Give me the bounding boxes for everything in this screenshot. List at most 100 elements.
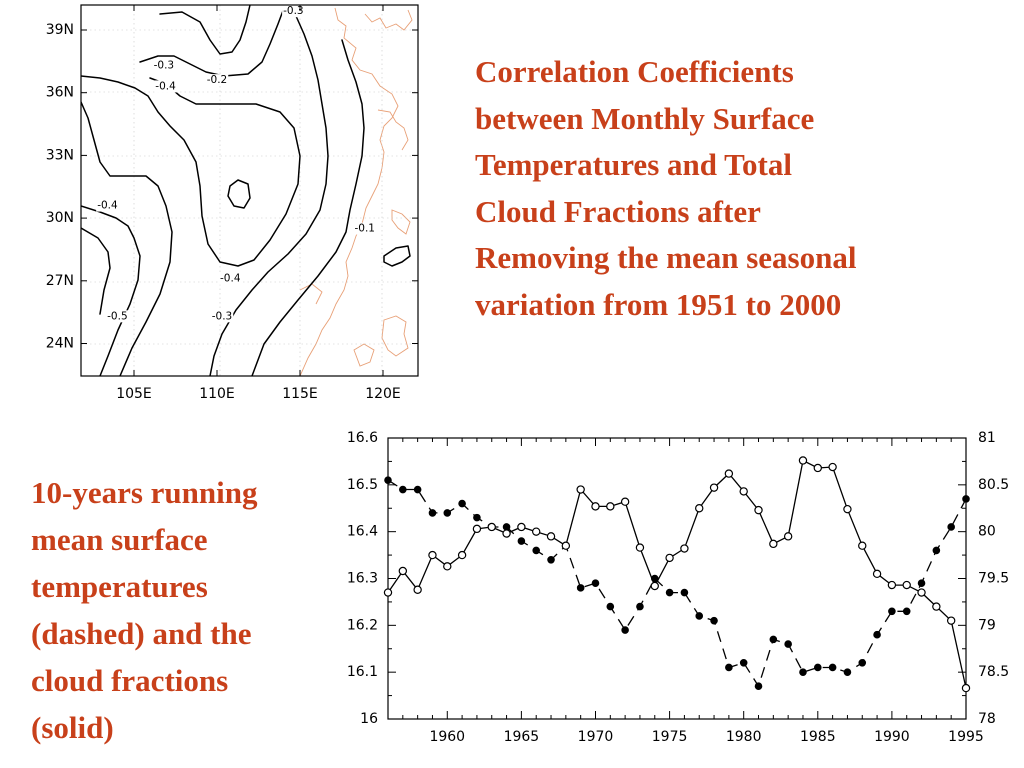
caption-line: Temperatures and Total: [475, 147, 792, 182]
cloud-fraction-point: [546, 532, 556, 541]
cloud-fraction-point: [843, 504, 852, 514]
lat-tick-label: 30N: [46, 210, 74, 226]
contour-label-bg: [210, 310, 234, 323]
cloud-fraction-point: [665, 553, 674, 563]
caption-line: (dashed) and the: [31, 616, 252, 651]
temperature-point: [576, 584, 585, 592]
coastline-outline: [299, 7, 413, 376]
temperature-point: [443, 509, 452, 517]
contour-line: [81, 227, 111, 315]
x-tick-label: 1990: [874, 729, 910, 745]
contour-label-bg: [154, 80, 178, 93]
temperature-point: [428, 509, 437, 517]
contour-lines: [81, 5, 411, 376]
lat-tick-label: 36N: [46, 85, 74, 101]
contour-label-bg: [152, 59, 176, 72]
contour-line: [81, 101, 173, 376]
cloud-fraction-point: [532, 527, 541, 536]
contour-label: -0.5: [107, 310, 128, 322]
temperature-point: [932, 546, 941, 555]
lat-tick-label: 33N: [46, 147, 74, 163]
right-tick-label: 80: [978, 524, 996, 540]
temperature-point: [473, 513, 481, 522]
temperature-point: [384, 476, 392, 484]
cloud-fraction-point: [946, 616, 956, 625]
temperature-point: [947, 523, 955, 531]
temperature-point: [754, 682, 763, 691]
temperature-point: [680, 588, 689, 597]
lat-tick-label: 24N: [46, 336, 74, 352]
contour-labels: -0.3 -0.3 -0.2 -0.4 -0.4 -0.1 -0.4 -0.5 -0.3: [96, 5, 376, 323]
cloud-fraction-point: [561, 541, 571, 550]
cloud-fraction-point: [961, 683, 971, 693]
cloud-fraction-point: [383, 588, 393, 597]
cloud-fraction-point: [695, 504, 704, 513]
contour-label: -0.1: [354, 223, 375, 235]
temperature-point: [769, 635, 778, 644]
temperature-point: [813, 663, 822, 672]
cloud-fraction-point: [798, 456, 808, 465]
temperature-point: [888, 607, 896, 616]
cloud-fraction-point: [428, 550, 437, 560]
cloud-fraction-point: [398, 566, 408, 576]
temperature-point: [532, 546, 541, 555]
cloud-fraction-point: [502, 529, 511, 538]
caption-line: Correlation Coefficients: [475, 54, 794, 89]
lon-tick-label: 115E: [282, 386, 318, 402]
contour-line: [227, 179, 251, 209]
x-tick-label: 1965: [504, 729, 540, 745]
caption-line: mean surface: [31, 522, 208, 557]
temperature-point: [710, 616, 718, 625]
x-tick-label: 1985: [800, 729, 836, 745]
temperature-point: [784, 640, 792, 648]
lon-tick-label: 105E: [116, 386, 152, 402]
chart-frame: [387, 437, 967, 720]
contour-label: -0.4: [155, 80, 176, 92]
cloud-fraction-point: [828, 462, 837, 472]
chart-caption: 10-years running mean surface temperatur…: [31, 469, 331, 751]
contour-label-bg: [205, 74, 229, 87]
temperature-point: [517, 537, 526, 545]
cloud-fraction-point: [769, 539, 778, 549]
temperature-point: [799, 668, 807, 676]
x-tick-label: 1980: [726, 729, 762, 745]
lat-tick-label: 39N: [46, 22, 74, 38]
cloud-fraction-point: [606, 502, 615, 511]
map-frame: [80, 4, 419, 377]
temperature-point: [962, 495, 970, 503]
contour-label-bg: [96, 199, 119, 212]
right-tick-label: 78.5: [978, 664, 1009, 680]
map-lat-ticks: 39N 36N 33N 30N 27N 24N: [46, 22, 418, 352]
cloud-fraction-point: [487, 522, 496, 532]
left-tick-label: 16: [360, 711, 378, 727]
lat-tick-label: 27N: [46, 273, 74, 289]
x-tick-label: 1995: [948, 729, 984, 745]
temperature-point: [621, 626, 629, 634]
cloud-fraction-series-line: [387, 459, 967, 689]
caption-line: between Monthly Surface: [475, 100, 815, 136]
temperature-point: [739, 658, 748, 667]
contour-label-bg: [353, 222, 376, 235]
contour-line: [81, 75, 301, 267]
cloud-fraction-point: [413, 585, 422, 594]
cloud-fraction-point: [576, 485, 585, 494]
cloud-fraction-point: [887, 580, 897, 590]
contour-label: -0.3: [283, 5, 304, 17]
cloud-fraction-point: [635, 543, 645, 552]
correlation-map: -0.3 -0.3 -0.2 -0.4 -0.4 -0.1 -0.4 -0.5 -0.3 39N…: [46, 4, 419, 402]
cloud-fraction-point: [650, 581, 659, 591]
cloud-fraction-point: [739, 487, 748, 496]
temperature-point: [843, 668, 852, 676]
right-tick-label: 79: [978, 617, 996, 633]
temperature-point: [606, 602, 615, 611]
caption-line: Removing the mean seasonal: [475, 240, 857, 275]
cloud-fraction-point: [443, 562, 452, 571]
cloud-fraction-point: [472, 524, 482, 534]
contour-line: [81, 205, 141, 376]
caption-line: Cloud Fractions after: [475, 193, 761, 229]
temperature-point: [665, 588, 674, 597]
cloud-fraction-point: [709, 483, 719, 492]
map-caption: Correlation Coefficients between Monthly…: [475, 49, 995, 328]
contour-line: [383, 245, 411, 267]
